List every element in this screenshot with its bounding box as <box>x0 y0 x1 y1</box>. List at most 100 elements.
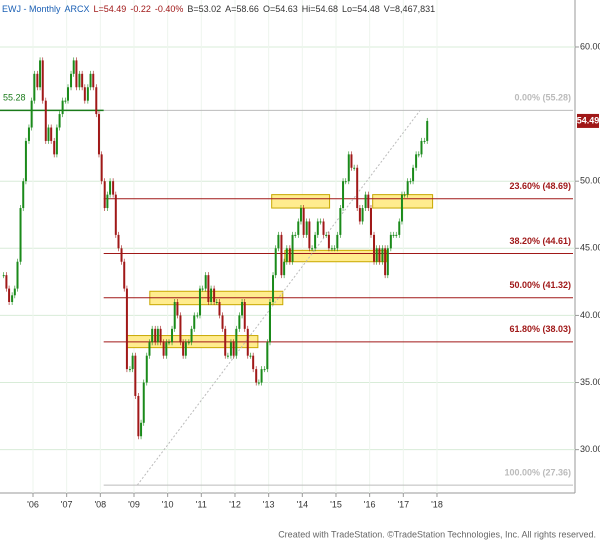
candle <box>154 328 157 343</box>
candle <box>288 248 291 262</box>
x-tick-label: '16 <box>364 499 376 509</box>
candle <box>86 87 89 101</box>
header-item: Lo=54.48 <box>342 4 380 14</box>
header-item: -0.40% <box>155 4 184 14</box>
candle <box>95 87 98 115</box>
candle <box>386 248 389 276</box>
candle <box>297 221 300 235</box>
candle <box>375 248 378 262</box>
candle <box>311 248 314 250</box>
candle <box>333 248 336 250</box>
candle <box>381 248 384 262</box>
candle <box>173 302 176 329</box>
candle <box>389 234 392 249</box>
candle <box>22 181 25 209</box>
candle <box>89 73 92 88</box>
candle <box>249 355 252 357</box>
candle <box>140 422 143 437</box>
candle <box>210 288 213 303</box>
candle <box>241 302 244 316</box>
candle <box>263 369 266 371</box>
header-item: B=53.02 <box>187 4 221 14</box>
x-tick-label: '18 <box>431 499 443 509</box>
candle <box>167 342 170 344</box>
candle <box>81 73 84 88</box>
candle <box>369 208 372 235</box>
candle <box>364 194 367 209</box>
candle <box>13 288 16 296</box>
header-item: V=8,467,831 <box>384 4 435 14</box>
candle <box>128 369 131 371</box>
candle <box>246 328 249 356</box>
candle <box>235 328 238 356</box>
x-tick-label: '13 <box>263 499 275 509</box>
candle <box>97 114 100 155</box>
candle <box>358 208 361 222</box>
candle <box>134 355 137 396</box>
candle <box>75 60 78 88</box>
candle <box>339 208 342 235</box>
candle <box>176 302 179 316</box>
candle <box>44 100 47 141</box>
candle <box>221 315 224 329</box>
x-tick-label: '11 <box>196 499 207 509</box>
candle <box>120 248 123 262</box>
candle <box>123 261 126 289</box>
candle <box>187 342 190 344</box>
candle <box>204 275 207 289</box>
x-tick-label: '15 <box>330 499 342 509</box>
candle <box>11 295 14 303</box>
candle <box>400 194 403 222</box>
candle <box>55 127 58 155</box>
candle <box>277 234 280 249</box>
x-tick-label: '08 <box>94 499 106 509</box>
candle <box>226 355 229 357</box>
candle <box>224 328 227 356</box>
candle <box>114 194 117 235</box>
header: EWJ - Monthly ARCX L=54.49 -0.22 -0.40% B=53.… <box>2 4 435 14</box>
candle <box>257 382 260 384</box>
header-item: -0.22 <box>130 4 151 14</box>
candle <box>109 181 112 195</box>
x-tick-label: '10 <box>162 499 174 509</box>
x-tick-label: '07 <box>61 499 73 509</box>
candle <box>145 355 148 383</box>
candle <box>412 167 415 182</box>
candle <box>67 87 70 101</box>
candle <box>2 275 5 277</box>
candle <box>229 342 232 356</box>
candle <box>125 288 128 370</box>
candle <box>151 328 154 343</box>
candle <box>243 302 246 329</box>
candle <box>159 328 162 343</box>
x-tick-label: '14 <box>296 499 308 509</box>
candle <box>47 127 50 141</box>
candle <box>36 73 39 88</box>
price-marker-label: 54.49 <box>577 115 600 125</box>
candle <box>255 369 258 383</box>
candle <box>314 234 317 249</box>
candle <box>367 194 370 209</box>
candle <box>198 288 201 316</box>
candle <box>196 315 199 317</box>
candle <box>171 328 174 343</box>
candle <box>33 73 36 101</box>
candle <box>207 275 210 303</box>
candle <box>285 248 288 262</box>
candle <box>53 140 56 155</box>
candle <box>39 60 42 88</box>
x-tick-label: '09 <box>128 499 140 509</box>
candle <box>148 342 151 356</box>
candle <box>280 234 283 276</box>
candle <box>182 342 185 356</box>
candle <box>417 154 420 156</box>
candle <box>156 328 159 343</box>
candle <box>350 154 353 168</box>
header-item: A=58.66 <box>225 4 259 14</box>
y-tick-label: 40.00 <box>580 310 600 320</box>
candle <box>142 382 145 423</box>
candle <box>325 234 328 236</box>
candle <box>398 221 401 235</box>
candle <box>395 234 398 236</box>
candle <box>213 288 216 303</box>
